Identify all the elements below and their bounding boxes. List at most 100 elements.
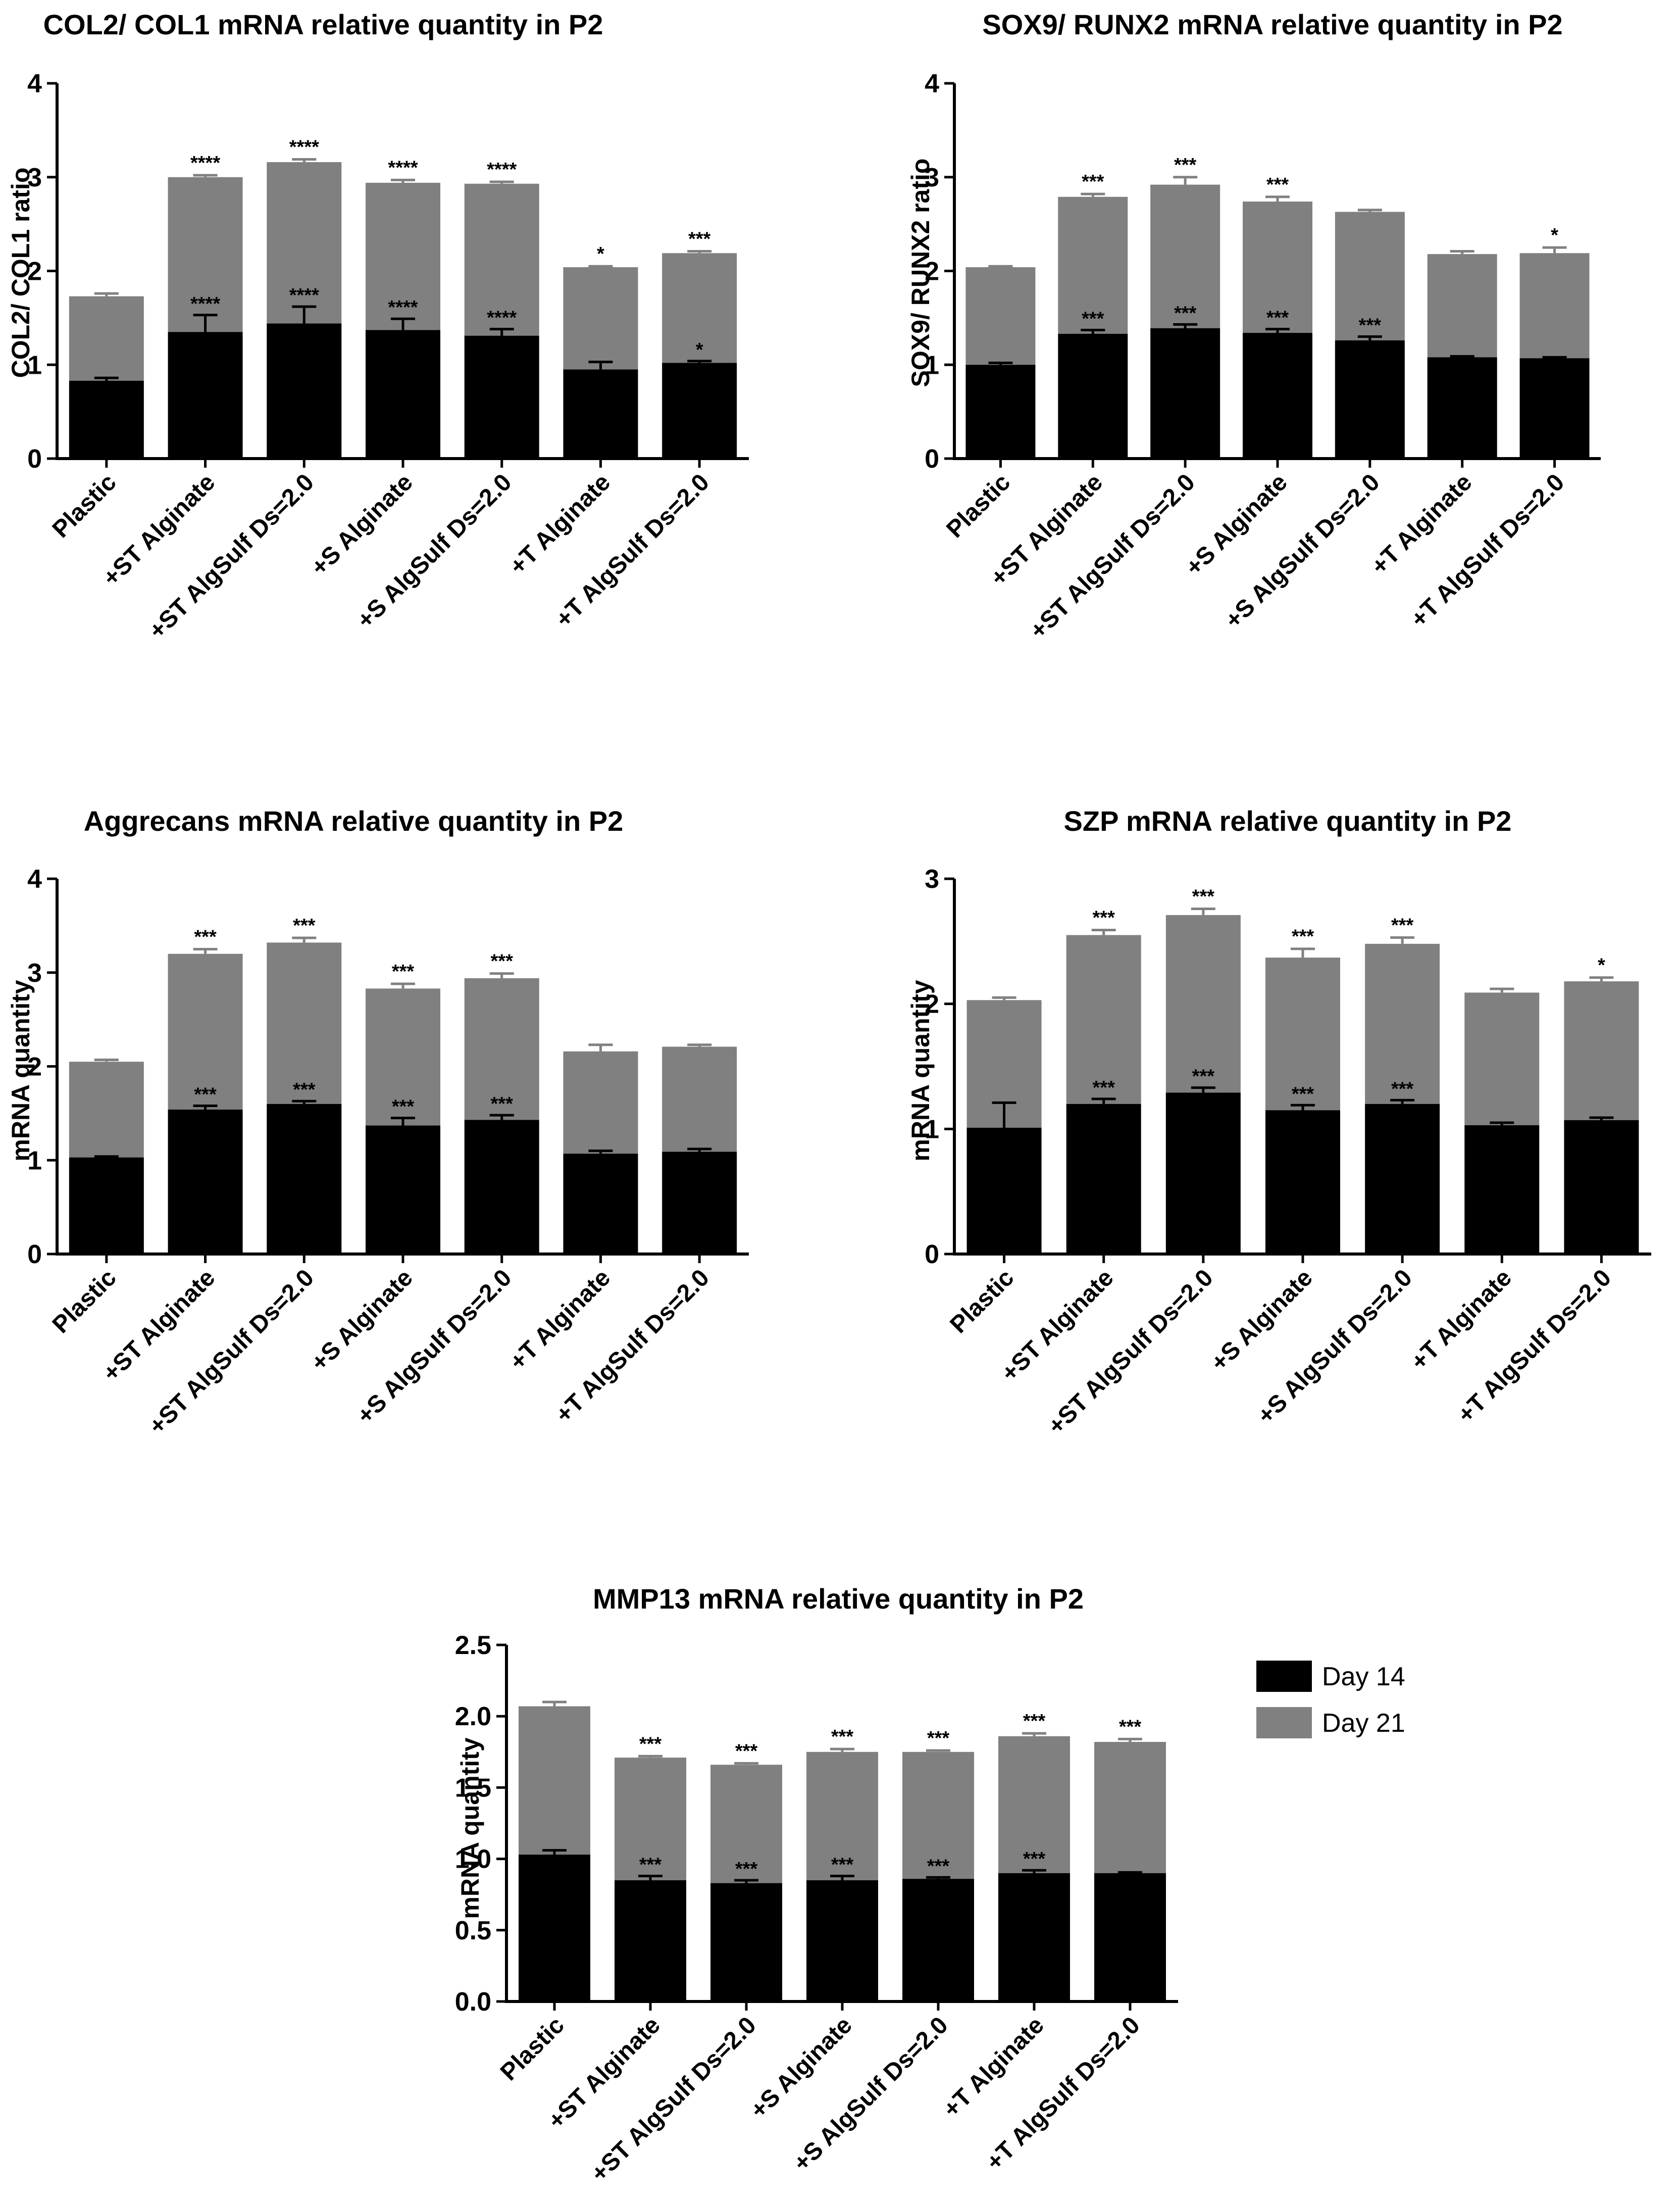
- bar-day14-1: [168, 332, 243, 459]
- significance-day14-2: ***: [293, 1079, 316, 1100]
- bar-day14-5: [563, 1154, 638, 1254]
- bar-day14-3: [366, 330, 440, 459]
- category-label-2: +ST AlgSulf Ds=2.0: [144, 469, 319, 644]
- significance-day21-5: ***: [1023, 1711, 1046, 1732]
- y-tick-label-3: 1.5: [455, 1773, 491, 1803]
- significance-day14-3: ***: [392, 1096, 415, 1118]
- bar-day21-1: [615, 1758, 686, 1880]
- bar-day21-2: [1165, 915, 1241, 1093]
- bar-day21-4: [1365, 943, 1440, 1104]
- significance-day14-3: ****: [388, 297, 418, 318]
- bar-day21-0: [519, 1706, 590, 1855]
- bar-day21-5: [1427, 254, 1497, 358]
- significance-day14-2: ***: [1174, 303, 1197, 324]
- y-tick-label-2: 1.0: [455, 1845, 491, 1874]
- bar-day14-3: [1265, 1110, 1340, 1254]
- category-label-3: +S Alginate: [1206, 1264, 1318, 1376]
- significance-day14-3: ***: [831, 1854, 854, 1875]
- bar-day14-2: [1165, 1092, 1241, 1254]
- y-tick-label-3: 3: [27, 959, 42, 988]
- significance-day14-6: *: [696, 339, 703, 361]
- y-tick-label-0: 0: [27, 1240, 42, 1269]
- significance-day14-4: ***: [1391, 1078, 1414, 1099]
- bar-day21-1: [1058, 196, 1128, 334]
- bar-day21-4: [1335, 212, 1405, 340]
- category-label-5: +T Alginate: [1406, 1264, 1517, 1375]
- bar-day14-2: [267, 323, 342, 459]
- bar-day21-2: [710, 1765, 782, 1883]
- bar-day21-6: [662, 253, 737, 363]
- bar-day21-5: [1464, 992, 1540, 1125]
- significance-day21-3: ***: [1266, 174, 1289, 195]
- bar-day14-6: [1564, 1120, 1639, 1254]
- bar-day14-0: [519, 1855, 590, 2001]
- bar-day21-0: [69, 1062, 144, 1158]
- y-tick-label-4: 4: [27, 865, 42, 894]
- bar-day21-5: [563, 267, 638, 370]
- chart-szp: SZP mRNA relative quantity in P2 mRNA qu…: [906, 805, 1651, 1440]
- y-tick-label-3: 3: [925, 865, 939, 894]
- significance-day21-1: ****: [190, 153, 220, 174]
- y-tick-label-1: 1: [27, 1146, 42, 1175]
- bar-day14-0: [69, 380, 144, 459]
- y-axis-label: mRNA quantity: [7, 980, 35, 1161]
- legend-label-day14: Day 14: [1322, 1662, 1405, 1691]
- bar-day14-6: [662, 1151, 737, 1254]
- bar-day14-4: [464, 335, 539, 459]
- legend-swatch-day21: [1256, 1707, 1312, 1738]
- bar-day21-2: [267, 942, 342, 1104]
- legend: Day 14 Day 21: [1256, 1661, 1405, 1738]
- bar-day21-0: [965, 267, 1036, 365]
- significance-day21-2: ***: [735, 1740, 758, 1762]
- significance-day21-4: ***: [1391, 915, 1414, 936]
- y-tick-label-2: 2: [925, 257, 939, 286]
- significance-day21-1: ***: [639, 1733, 662, 1755]
- significance-day14-4: ***: [1359, 315, 1382, 336]
- category-label-3: +S Alginate: [306, 1264, 418, 1376]
- chart-title: SZP mRNA relative quantity in P2: [1064, 805, 1512, 837]
- y-tick-label-1: 1: [925, 351, 939, 380]
- y-tick-label-1: 1: [27, 351, 42, 380]
- significance-day21-2: ***: [293, 915, 316, 936]
- category-label-6: +T AlgSulf Ds=2.0: [1406, 469, 1570, 633]
- significance-day14-4: ***: [491, 1093, 514, 1115]
- significance-day14-2: ***: [735, 1859, 758, 1880]
- significance-day14-1: ***: [639, 1854, 662, 1875]
- category-label-5: +T Alginate: [504, 1264, 616, 1375]
- y-axis-label: SOX9/ RUNX2 ratio: [906, 159, 935, 387]
- significance-day21-3: ***: [831, 1726, 854, 1747]
- significance-day14-3: ***: [1266, 308, 1289, 329]
- chart-aggrecans: Aggrecans mRNA relative quantity in P2 m…: [7, 805, 749, 1440]
- bar-day14-0: [965, 365, 1036, 459]
- y-tick-label-0: 0: [925, 1240, 939, 1269]
- bar-day14-5: [563, 369, 638, 459]
- chart-title: Aggrecans mRNA relative quantity in P2: [84, 805, 623, 837]
- bar-day14-6: [662, 363, 737, 459]
- bar-day14-1: [1058, 333, 1128, 459]
- chart-col2-col1: COL2/ COL1 mRNA relative quantity in P2 …: [7, 9, 749, 644]
- significance-day14-1: ***: [194, 1084, 217, 1106]
- chart-title: MMP13 mRNA relative quantity in P2: [593, 1583, 1084, 1615]
- category-label-2: +ST AlgSulf Ds=2.0: [1043, 1264, 1218, 1439]
- category-label-0: Plastic: [945, 1264, 1019, 1338]
- bar-day14-2: [710, 1883, 782, 2001]
- category-label-0: Plastic: [47, 1264, 122, 1338]
- y-tick-label-0: 0: [925, 444, 939, 474]
- significance-day14-5: ***: [1023, 1848, 1046, 1870]
- y-tick-label-2: 2: [925, 990, 939, 1019]
- bar-day21-3: [366, 988, 440, 1126]
- bar-day14-4: [902, 1879, 974, 2001]
- bar-day14-1: [168, 1109, 243, 1254]
- significance-day21-4: ***: [927, 1728, 950, 1749]
- bar-day21-2: [267, 162, 342, 324]
- bar-day14-2: [267, 1104, 342, 1254]
- significance-day21-3: ****: [388, 157, 418, 178]
- bar-day21-0: [69, 296, 144, 381]
- category-label-5: +T Alginate: [504, 469, 616, 580]
- bar-day21-3: [806, 1751, 878, 1880]
- bar-day21-3: [1243, 202, 1312, 333]
- significance-day14-3: ***: [1292, 1083, 1314, 1105]
- significance-day21-6: *: [1551, 225, 1558, 246]
- y-tick-label-1: 0.5: [455, 1916, 491, 1945]
- category-label-3: +S Alginate: [306, 469, 418, 581]
